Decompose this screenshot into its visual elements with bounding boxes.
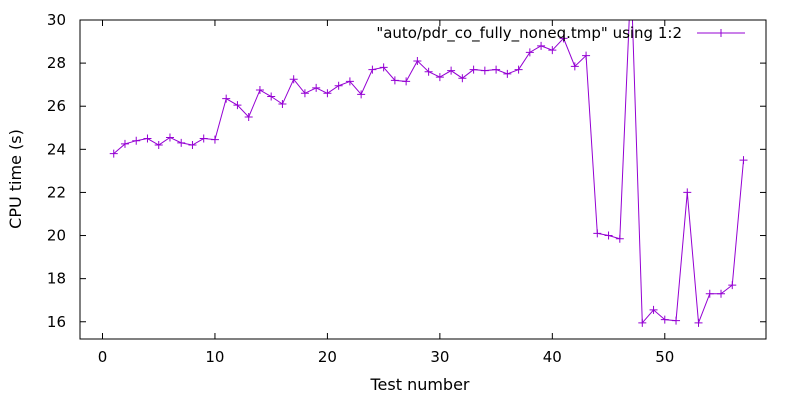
- y-tick-label: 30: [47, 11, 66, 29]
- data-point: [199, 134, 208, 143]
- x-axis-label: Test number: [369, 375, 469, 394]
- data-point: [413, 56, 422, 65]
- data-point: [244, 112, 253, 121]
- data-point: [255, 86, 264, 95]
- data-point: [222, 94, 231, 103]
- data-point: [739, 156, 748, 165]
- data-point: [143, 134, 152, 143]
- legend-label: "auto/pdr_co_fully_noneq.tmp" using 1:2: [376, 24, 682, 43]
- x-tick-label: 0: [98, 348, 108, 366]
- data-point: [109, 149, 118, 158]
- data-point: [694, 318, 703, 327]
- data-point: [570, 62, 579, 71]
- data-point: [593, 229, 602, 238]
- x-tick-label: 10: [205, 348, 224, 366]
- data-point: [233, 101, 242, 110]
- data-point: [177, 138, 186, 147]
- data-point: [188, 141, 197, 150]
- x-tick-label: 40: [543, 348, 562, 366]
- data-point: [705, 289, 714, 298]
- legend-marker: [717, 29, 725, 37]
- data-point: [447, 66, 456, 75]
- data-point: [537, 41, 546, 50]
- tick-labels: 0 10 20 30 40 50 16 18 20 22 24 26 28 30: [47, 11, 674, 366]
- data-point: [334, 81, 343, 90]
- data-point: [210, 135, 219, 144]
- x-tick-label: 50: [655, 348, 674, 366]
- data-point: [132, 136, 141, 145]
- data-point: [312, 83, 321, 92]
- data-point: [300, 89, 309, 98]
- data-point: [402, 77, 411, 86]
- y-tick-label: 18: [47, 270, 66, 288]
- y-tick-label: 28: [47, 54, 66, 72]
- data-point: [503, 69, 512, 78]
- data-point: [267, 92, 276, 101]
- data-point: [368, 65, 377, 74]
- data-point: [289, 75, 298, 84]
- series-line: [113, 20, 745, 325]
- data-point: [357, 90, 366, 99]
- data-point: [604, 231, 613, 240]
- data-point: [525, 48, 534, 57]
- data-point: [379, 63, 388, 72]
- y-tick-label: 22: [47, 183, 66, 201]
- data-point: [323, 89, 332, 98]
- data-point: [672, 316, 681, 325]
- plot-border: [79, 19, 767, 340]
- y-tick-label: 20: [47, 227, 66, 245]
- data-point: [458, 74, 467, 83]
- x-tick-label: 20: [318, 348, 337, 366]
- y-axis-label: CPU time (s): [6, 129, 25, 229]
- legend: "auto/pdr_co_fully_noneq.tmp" using 1:2: [376, 24, 745, 43]
- data-point: [582, 51, 591, 60]
- data-point: [615, 234, 624, 243]
- x-tick-label: 30: [430, 348, 449, 366]
- data-point: [728, 281, 737, 290]
- data-point: [165, 133, 174, 142]
- data-point: [649, 305, 658, 314]
- data-point: [514, 65, 523, 74]
- data-point: [278, 100, 287, 109]
- data-point: [424, 67, 433, 76]
- data-point: [154, 141, 163, 150]
- data-point: [660, 315, 669, 324]
- data-point: [469, 65, 478, 74]
- y-tick-label: 16: [47, 313, 66, 331]
- data-point: [548, 46, 557, 55]
- legend-marker-plus: [717, 29, 725, 37]
- data-point: [638, 318, 647, 327]
- data-point: [492, 65, 501, 74]
- axis-ticks: [80, 19, 766, 339]
- series-layer: [109, 20, 748, 327]
- data-point: [345, 77, 354, 86]
- data-point: [120, 139, 129, 148]
- y-tick-label: 26: [47, 97, 66, 115]
- data-point: [717, 289, 726, 298]
- data-point: [683, 188, 692, 197]
- y-tick-label: 24: [47, 140, 66, 158]
- data-point: [480, 66, 489, 75]
- data-point: [435, 73, 444, 82]
- data-point: [390, 76, 399, 85]
- data-point: [559, 34, 568, 43]
